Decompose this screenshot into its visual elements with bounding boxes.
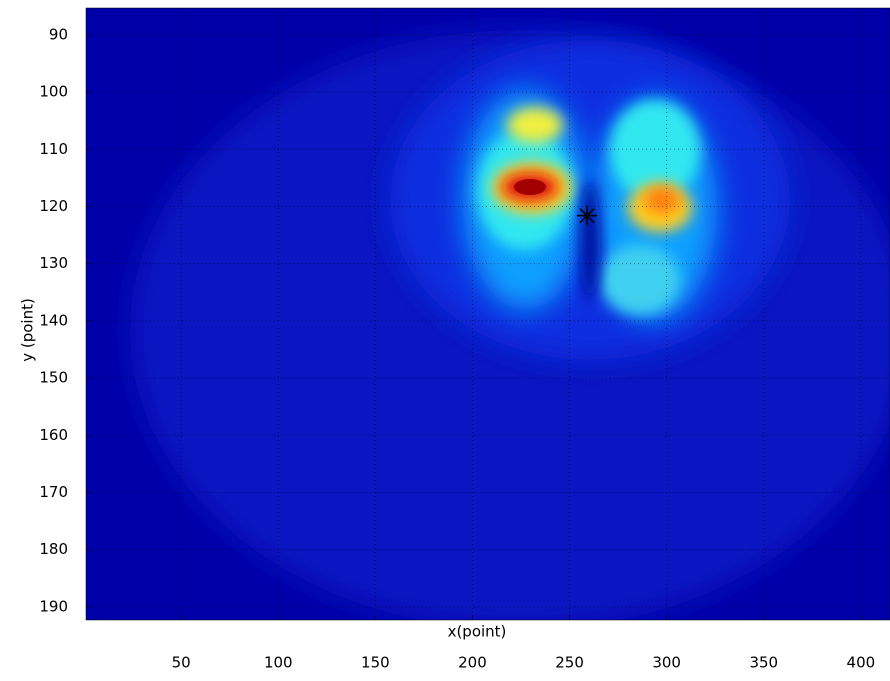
y-tick-label: 160 bbox=[39, 426, 68, 444]
y-tick-label: 130 bbox=[39, 254, 68, 272]
y-tick-label: 90 bbox=[49, 25, 68, 43]
y-tick-label: 110 bbox=[39, 140, 68, 158]
y-tick-label: 140 bbox=[39, 311, 68, 329]
x-tick-label: 250 bbox=[555, 654, 584, 672]
y-tick-label: 170 bbox=[39, 483, 68, 501]
x-tick-label: 350 bbox=[749, 654, 778, 672]
heatmap-image bbox=[86, 8, 890, 630]
y-tick-label: 190 bbox=[39, 597, 68, 615]
y-tick-label: 150 bbox=[39, 369, 68, 387]
y-tick-label: 180 bbox=[39, 540, 68, 558]
x-tick-label: 400 bbox=[847, 654, 876, 672]
y-tick-label: 100 bbox=[39, 83, 68, 101]
x-tick-label: 150 bbox=[361, 654, 390, 672]
marker bbox=[577, 206, 597, 226]
y-axis-label: y (point) bbox=[19, 298, 37, 362]
chart: x(point) y (point) 90 100 110 120 130 140 150 1… bbox=[0, 0, 890, 677]
x-tick-label: 200 bbox=[458, 654, 487, 672]
x-tick-label: 300 bbox=[652, 654, 681, 672]
x-tick-label: 50 bbox=[172, 654, 191, 672]
y-tick-label: 120 bbox=[39, 197, 68, 215]
x-axis-label: x(point) bbox=[448, 623, 507, 641]
x-tick-label: 100 bbox=[264, 654, 293, 672]
